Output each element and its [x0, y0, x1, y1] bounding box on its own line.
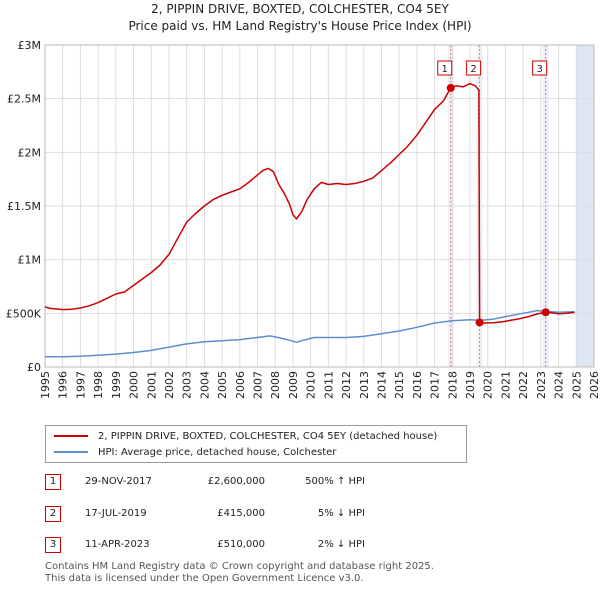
x-tick-label: 1996: [57, 371, 70, 399]
y-tick-label: £500K: [6, 307, 42, 320]
x-tick-label: 2015: [393, 371, 406, 399]
sale-point: [475, 318, 484, 327]
legend-label-hpi: HPI: Average price, detached house, Colc…: [98, 446, 337, 458]
x-tick-label: 2013: [358, 371, 371, 399]
transaction-price: £510,000: [217, 539, 265, 550]
x-tick-label: 2007: [252, 371, 265, 399]
sale-point: [446, 83, 455, 92]
footer-licence: This data is licensed under the Open Gov…: [45, 573, 364, 584]
x-tick-label: 2014: [375, 371, 388, 399]
transaction-date: 17-JUL-2019: [85, 508, 147, 519]
sale-point: [541, 308, 550, 317]
price-chart: £0 £500K £1M £1.5M £2M £2.5M £3M 1995 1996 1997 19…: [6, 39, 600, 399]
legend-swatch-property: [54, 435, 88, 437]
x-tick-label: 2011: [322, 371, 335, 399]
legend-item-hpi: HPI: Average price, detached house, Colc…: [54, 445, 336, 459]
y-tick-label: £2M: [18, 146, 42, 159]
plot-border: [44, 44, 595, 368]
x-tick-label: 2023: [535, 371, 548, 399]
x-tick-label: 2019: [464, 371, 477, 399]
sale-marker-box: [437, 60, 453, 76]
x-tick-label: 1995: [39, 371, 52, 399]
x-tick-label: 2002: [163, 371, 176, 399]
sale-marker-label: 3: [536, 64, 542, 75]
chart-title: 2, PIPPIN DRIVE, BOXTED, COLCHESTER, CO4…: [151, 2, 449, 16]
transaction-marker: 1: [45, 474, 61, 490]
legend-item-property: 2, PIPPIN DRIVE, BOXTED, COLCHESTER, CO4…: [54, 429, 437, 443]
transaction-date: 11-APR-2023: [85, 539, 150, 550]
y-tick-label: £3M: [18, 39, 42, 52]
x-tick-label: 1998: [92, 371, 105, 399]
legend-swatch-hpi: [54, 451, 88, 453]
x-tick-label: 1997: [74, 371, 87, 399]
sale-marker-box: [532, 60, 548, 76]
transaction-hpi: 500% ↑ HPI: [305, 476, 365, 487]
transaction-price: £2,600,000: [207, 476, 265, 487]
sale-marker-label: 1: [442, 64, 448, 75]
chart-subtitle: Price paid vs. HM Land Registry's House …: [128, 19, 472, 33]
footer-copyright: Contains HM Land Registry data © Crown c…: [45, 561, 434, 572]
x-tick-label: 2020: [482, 371, 495, 399]
x-tick-label: 2025: [570, 371, 583, 399]
x-tick-label: 2003: [181, 371, 194, 399]
y-tick-label: £1.5M: [7, 200, 41, 213]
x-tick-label: 2000: [128, 371, 141, 399]
x-tick-label: 2005: [216, 371, 229, 399]
transaction-date: 29-NOV-2017: [85, 476, 152, 487]
x-tick-label: 2022: [517, 371, 530, 399]
x-tick-label: 2026: [588, 371, 600, 399]
transaction-marker: 2: [45, 506, 61, 522]
x-tick-label: 2010: [305, 371, 318, 399]
legend-label-property: 2, PIPPIN DRIVE, BOXTED, COLCHESTER, CO4…: [98, 430, 438, 442]
x-tick-label: 2016: [411, 371, 424, 399]
x-tick-label: 2001: [145, 371, 158, 399]
y-tick-label: £1M: [18, 254, 42, 267]
x-tick-label: 2006: [234, 371, 247, 399]
series-line: [44, 309, 575, 358]
x-tick-label: 2018: [446, 371, 459, 399]
x-tick-label: 2004: [198, 371, 211, 399]
x-tick-label: 2021: [499, 371, 512, 399]
x-tick-label: 2017: [429, 371, 442, 399]
sale-marker-box: [466, 60, 482, 76]
transaction-hpi: 2% ↓ HPI: [317, 539, 365, 550]
x-tick-label: 1999: [110, 371, 123, 399]
x-tick-label: 2008: [269, 371, 282, 399]
transaction-hpi: 5% ↓ HPI: [317, 508, 365, 519]
x-tick-label: 2009: [287, 371, 300, 399]
transaction-marker: 3: [45, 537, 61, 553]
y-tick-label: £2.5M: [7, 93, 41, 106]
legend: 2, PIPPIN DRIVE, BOXTED, COLCHESTER, CO4…: [45, 425, 467, 463]
sale-marker-label: 2: [470, 64, 476, 75]
x-tick-label: 2024: [553, 371, 566, 399]
x-tick-label: 2012: [340, 371, 353, 399]
y-tick-label: £0: [27, 361, 41, 374]
transaction-price: £415,000: [217, 508, 265, 519]
